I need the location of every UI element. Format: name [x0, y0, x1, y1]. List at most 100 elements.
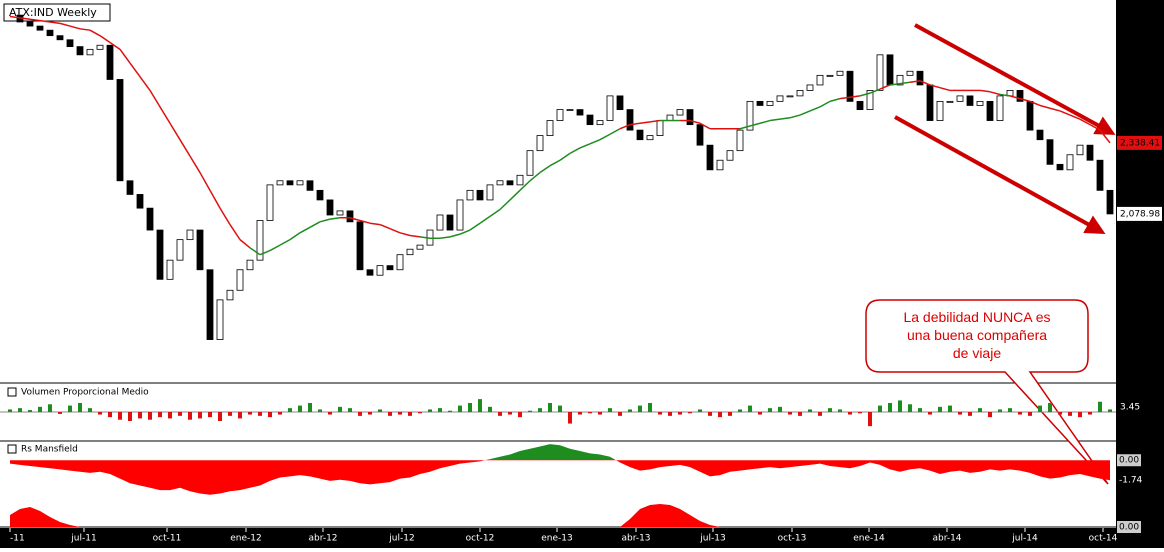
candle-body [1056, 163, 1064, 171]
moving-average [469, 222, 481, 231]
moving-average [119, 48, 131, 64]
moving-average [219, 207, 231, 225]
volume-bar [148, 412, 152, 420]
volume-bar [548, 403, 552, 412]
candle-body [386, 265, 394, 271]
rs-label-box [1117, 474, 1141, 487]
moving-average [849, 95, 861, 99]
volume-bar [208, 412, 212, 418]
candle-body [1026, 100, 1034, 131]
volume-bar [348, 408, 352, 412]
rs-label-box [1117, 521, 1141, 533]
volume-bar [688, 412, 692, 414]
volume-bar [88, 408, 92, 412]
candle-body [126, 180, 134, 195]
candle-body [796, 90, 804, 97]
candle-body [86, 48, 94, 56]
candle-body [906, 70, 914, 76]
candle-body [856, 100, 864, 110]
collapse-button[interactable] [7, 387, 17, 397]
volume-bar [748, 405, 752, 412]
candle-body [466, 189, 474, 201]
volume-bar [428, 409, 432, 412]
volume-bar [1088, 412, 1092, 415]
x-tick-label: jul-11 [70, 534, 96, 544]
moving-average [579, 143, 591, 149]
volume-bar [608, 408, 612, 412]
volume-bar [538, 408, 542, 412]
volume-bar [768, 408, 772, 412]
candle-body [686, 109, 694, 126]
moving-average [899, 81, 911, 85]
volume-bar [878, 405, 882, 412]
candle-body [956, 95, 964, 102]
moving-average [649, 119, 661, 123]
volume-bar [998, 409, 1002, 412]
moving-average [109, 41, 121, 50]
candle-body [36, 25, 44, 31]
moving-average [329, 216, 341, 220]
volume-bar [898, 400, 902, 412]
moving-average [359, 219, 371, 224]
candle-body [46, 29, 54, 37]
candle-body [116, 79, 124, 182]
x-tick-label: ene-12 [230, 534, 261, 544]
moving-average [249, 247, 261, 256]
bottom-axis-band [0, 528, 1164, 548]
volume-bar [188, 412, 192, 420]
candle-body [746, 100, 754, 131]
volume-bar [248, 412, 252, 415]
moving-average [349, 217, 361, 222]
volume-bar [988, 412, 992, 418]
volume-bar [808, 409, 812, 412]
moving-average [149, 90, 161, 108]
volume-bar [758, 412, 762, 415]
volume-bar [1018, 412, 1022, 415]
collapse-button[interactable] [7, 444, 17, 454]
candle-body [606, 95, 614, 121]
moving-average [869, 88, 881, 94]
volume-bar [628, 409, 632, 412]
candle-body [966, 95, 974, 106]
volume-bar [1008, 408, 1012, 412]
candle-body [926, 84, 934, 121]
candle-body [976, 100, 984, 106]
candle-body [66, 39, 74, 48]
moving-average [9, 15, 21, 19]
volume-bar [418, 412, 422, 414]
volume-bar [38, 406, 42, 412]
candle-body [146, 207, 154, 231]
candle-body [76, 46, 84, 56]
volume-bar [488, 406, 492, 412]
volume-bar [528, 410, 532, 412]
moving-average [919, 80, 931, 86]
volume-bar [408, 412, 412, 416]
candle-body [476, 189, 484, 201]
volume-bar [698, 409, 702, 412]
chart-title: ATX:IND Weekly [9, 6, 97, 19]
volume-bar [458, 405, 462, 412]
rs-label: 0.00 [1119, 523, 1139, 533]
candle-body [846, 70, 854, 102]
candle-body [446, 214, 454, 231]
moving-average [479, 215, 491, 224]
candle-body [786, 95, 794, 98]
moving-average [699, 122, 711, 130]
volume-bar [1038, 405, 1042, 412]
volume-bar [298, 405, 302, 412]
x-tick-label: abr-13 [621, 534, 650, 544]
candle-body [286, 180, 294, 186]
x-tick-label: jul-14 [1011, 534, 1038, 544]
candle-body [916, 70, 924, 86]
candle-body [826, 74, 834, 77]
moving-average [379, 223, 391, 230]
x-tick-label: oct-12 [466, 534, 495, 544]
candle-body [506, 180, 514, 186]
volume-bar [328, 412, 332, 415]
volume-bar [838, 409, 842, 412]
candle-body [56, 35, 64, 41]
candle-body [766, 100, 774, 106]
moving-average [789, 114, 801, 119]
